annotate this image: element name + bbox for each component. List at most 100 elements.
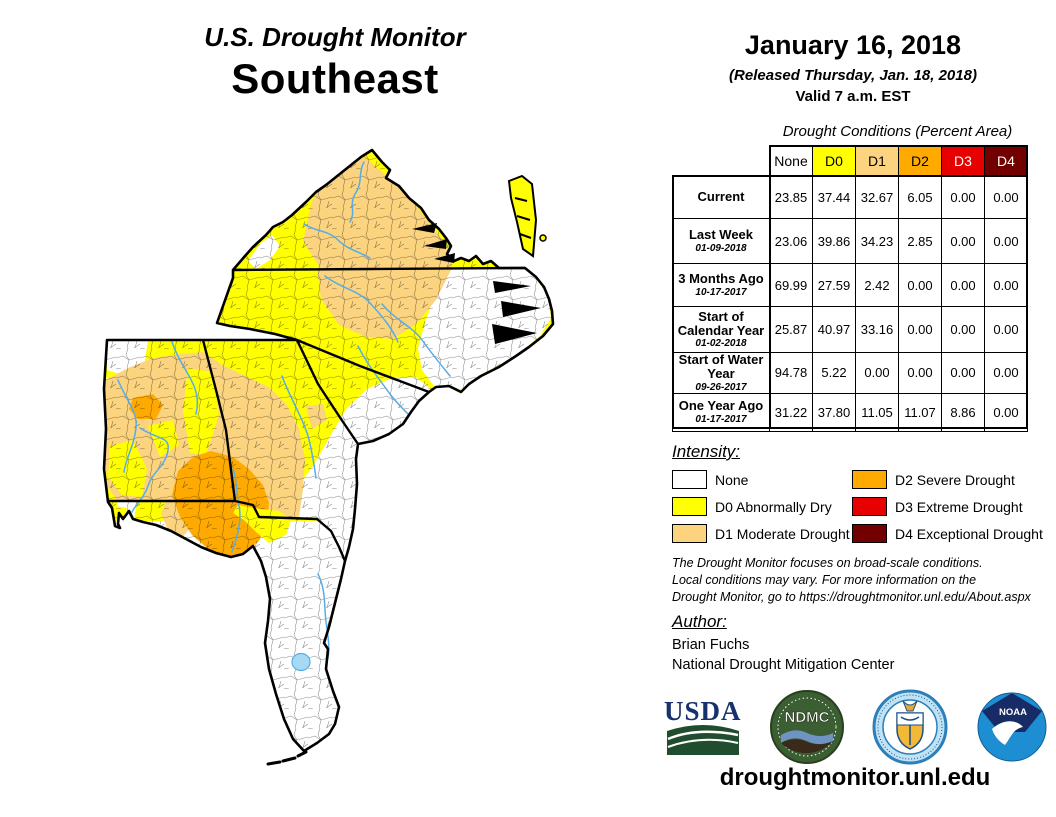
percent-area-value: 0.00 [898, 263, 942, 307]
disclaimer-line: Drought Monitor, go to https://droughtmo… [672, 590, 1031, 604]
florida-keys [266, 750, 308, 766]
percent-area-value: 0.00 [941, 306, 985, 353]
legend-label: D4 Exceptional Drought [895, 525, 1043, 542]
author-heading: Author: [672, 612, 727, 631]
percent-area-value: 0.00 [984, 218, 1028, 264]
percent-area-value: 69.99 [769, 263, 813, 307]
author-organization: National Drought Mitigation Center [672, 657, 895, 673]
row-label: Start of Water Year 09-26-2017 [672, 352, 770, 394]
usda-logo: USDA [664, 695, 742, 756]
percent-area-value: 37.80 [812, 392, 856, 432]
legend-label: D0 Abnormally Dry [715, 498, 832, 515]
percent-area-value: 0.00 [941, 352, 985, 394]
percent-area-value: 6.05 [898, 175, 942, 219]
percent-area-value: 40.97 [812, 306, 856, 353]
table-row: Start of Water Year 09-26-2017 94.78 5.22 0.… [672, 352, 1028, 394]
southeast-map-svg [102, 148, 555, 766]
row-label: 3 Months Ago 10-17-2017 [672, 263, 770, 307]
column-header-none: None [769, 145, 813, 176]
state-borders [108, 266, 526, 562]
legend-item: D0 Abnormally Dry [672, 493, 850, 520]
percent-area-value: 0.00 [984, 263, 1028, 307]
legend-item: None [672, 466, 850, 493]
percent-area-value: 2.85 [898, 218, 942, 264]
noaa-emblem-icon: NOAA [977, 692, 1047, 762]
percent-area-value: 0.00 [984, 352, 1028, 394]
legend-column-right: D2 Severe Drought D3 Extreme Drought D4 Ex… [852, 466, 1048, 547]
percent-area-value: 0.00 [855, 352, 899, 394]
legend-item: D3 Extreme Drought [852, 493, 1048, 520]
table-row: Current 23.85 37.44 32.67 6.05 0.00 0.00 [672, 175, 1028, 219]
disclaimer-line: The Drought Monitor focuses on broad-sca… [672, 556, 983, 570]
table-row: One Year Ago 01-17-2017 31.22 37.80 11.05 11.… [672, 392, 1028, 432]
row-label: Last Week 01-09-2018 [672, 218, 770, 264]
percent-area-value: 0.00 [941, 218, 985, 264]
percent-area-value: 34.23 [855, 218, 899, 264]
disclaimer-line: Local conditions may vary. For more info… [672, 573, 977, 587]
commerce-seal-logo [872, 689, 948, 765]
drought-map [20, 128, 660, 812]
commerce-seal-icon [872, 689, 948, 765]
title-block: U.S. Drought Monitor Southeast [140, 22, 530, 103]
author-name: Brian Fuchs [672, 637, 750, 653]
table-row: 3 Months Ago 10-17-2017 69.99 27.59 2.42 0.00… [672, 263, 1028, 307]
legend-item: D4 Exceptional Drought [852, 520, 1048, 547]
usda-field-icon [666, 725, 739, 756]
percent-area-value: 23.85 [769, 175, 813, 219]
percent-area-value: 0.00 [984, 306, 1028, 353]
table-row: Last Week 01-09-2018 23.06 39.86 34.23 2.85 0.… [672, 218, 1028, 264]
region-title: Southeast [231, 55, 439, 102]
ndmc-seal-icon: NDMC [769, 690, 844, 764]
legend-swatch [672, 497, 707, 516]
date-block: January 16, 2018 (Released Thursday, Jan… [660, 30, 1046, 105]
percent-area-value: 11.05 [855, 392, 899, 432]
logo-row: USDA NDMC [664, 688, 1048, 766]
percent-area-value: 25.87 [769, 306, 813, 353]
row-label: Start of Calendar Year 01-02-2018 [672, 306, 770, 353]
percent-area-value: 23.06 [769, 218, 813, 264]
legend-item: D2 Severe Drought [852, 466, 1048, 493]
lake-okeechobee [291, 652, 311, 672]
percent-area-value: 0.00 [898, 306, 942, 353]
percent-area-value: 0.00 [898, 352, 942, 394]
legend-swatch [852, 470, 887, 489]
legend-heading: Intensity: [672, 442, 741, 461]
percent-area-value: 32.67 [855, 175, 899, 219]
percent-area-value: 94.78 [769, 352, 813, 394]
row-label: One Year Ago 01-17-2017 [672, 392, 770, 432]
legend-swatch [852, 497, 887, 516]
percent-area-value: 0.00 [941, 263, 985, 307]
legend-label: D2 Severe Drought [895, 471, 1015, 488]
footer-url: droughtmonitor.unl.edu [719, 764, 991, 791]
map-date: January 16, 2018 [744, 30, 962, 60]
release-date: (Released Thursday, Jan. 18, 2018) [729, 67, 977, 84]
ndmc-logo: NDMC [769, 690, 844, 764]
percent-area-value: 39.86 [812, 218, 856, 264]
table-caption: Drought Conditions (Percent Area) [782, 123, 1013, 140]
svg-text:NDMC: NDMC [784, 709, 829, 726]
percent-area-value: 11.07 [898, 392, 942, 432]
percent-area-value: 33.16 [855, 306, 899, 353]
percent-area-value: 31.22 [769, 392, 813, 432]
page-title: U.S. Drought Monitor [204, 22, 466, 52]
conditions-table: None D0 D1 D2 D3 D4 Current 23.85 37.44 32.67 6.0… [672, 145, 1028, 432]
column-header-d3: D3 [941, 145, 985, 176]
percent-area-value: 0.00 [984, 175, 1028, 219]
percent-area-value: 0.00 [984, 392, 1028, 432]
legend-label: D3 Extreme Drought [895, 498, 1023, 515]
delmarva-peninsula [507, 174, 547, 258]
legend-item: D1 Moderate Drought [672, 520, 850, 547]
column-header-d1: D1 [855, 145, 899, 176]
table-row: Start of Calendar Year 01-02-2018 25.87 40.… [672, 306, 1028, 353]
legend-swatch [852, 524, 887, 543]
legend-column-left: None D0 Abnormally Dry D1 Moderate Drought [672, 466, 850, 547]
valid-time: Valid 7 a.m. EST [795, 88, 911, 105]
legend-swatch [672, 470, 707, 489]
usda-wordmark: USDA [664, 695, 742, 726]
percent-area-value: 5.22 [812, 352, 856, 394]
disclaimer-text: The Drought Monitor focuses on broad-sca… [672, 555, 1048, 606]
table-corner-cell [672, 145, 770, 176]
noaa-logo: NOAA [976, 691, 1048, 763]
percent-area-value: 8.86 [941, 392, 985, 432]
percent-area-value: 0.00 [941, 175, 985, 219]
